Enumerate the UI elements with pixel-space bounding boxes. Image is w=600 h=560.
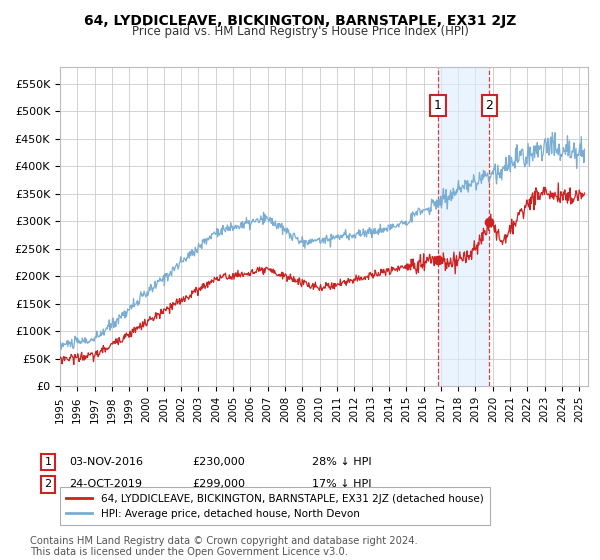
Text: Contains HM Land Registry data © Crown copyright and database right 2024.
This d: Contains HM Land Registry data © Crown c… [30,535,418,557]
Legend: 64, LYDDICLEAVE, BICKINGTON, BARNSTAPLE, EX31 2JZ (detached house), HPI: Average: 64, LYDDICLEAVE, BICKINGTON, BARNSTAPLE,… [60,487,490,525]
Text: 64, LYDDICLEAVE, BICKINGTON, BARNSTAPLE, EX31 2JZ: 64, LYDDICLEAVE, BICKINGTON, BARNSTAPLE,… [84,14,516,28]
Text: 24-OCT-2019: 24-OCT-2019 [69,479,142,489]
Text: £230,000: £230,000 [192,457,245,467]
Text: 17% ↓ HPI: 17% ↓ HPI [312,479,371,489]
Text: 28% ↓ HPI: 28% ↓ HPI [312,457,371,467]
Text: £299,000: £299,000 [192,479,245,489]
Text: 2: 2 [485,99,493,112]
Text: 03-NOV-2016: 03-NOV-2016 [69,457,143,467]
Text: 1: 1 [44,457,52,467]
Text: 1: 1 [434,99,442,112]
Text: 2: 2 [44,479,52,489]
Text: Price paid vs. HM Land Registry's House Price Index (HPI): Price paid vs. HM Land Registry's House … [131,25,469,38]
Bar [438,67,490,386]
